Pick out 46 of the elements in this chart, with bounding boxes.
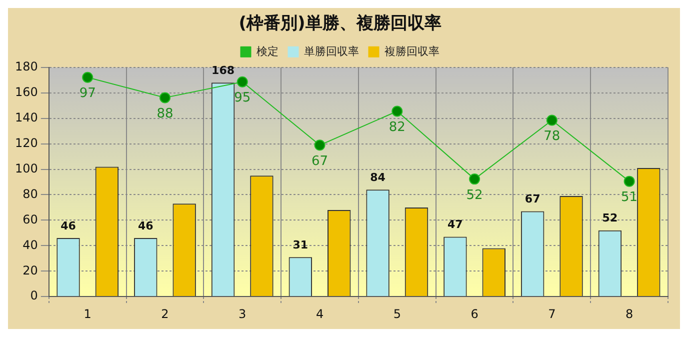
- data-label: 52: [466, 188, 483, 203]
- data-label: 31: [292, 238, 308, 252]
- y-tick-label: 20: [22, 263, 38, 278]
- x-tick-label: 8: [625, 306, 634, 321]
- y-tick-label: 180: [15, 60, 38, 74]
- y-tick-label: 100: [15, 161, 38, 176]
- y-tick-label: 60: [22, 212, 38, 226]
- point: [469, 174, 480, 185]
- x-tick-label: 6: [470, 306, 478, 321]
- legend-label: 複勝回収率: [384, 44, 440, 58]
- point: [546, 114, 558, 126]
- data-label: 47: [448, 218, 463, 232]
- data-label: 88: [156, 106, 174, 122]
- data-label: 46: [138, 219, 154, 232]
- data-label: 82: [388, 120, 406, 136]
- point: [159, 92, 170, 104]
- x-tick-label: 3: [238, 306, 246, 321]
- data-label: 46: [60, 219, 76, 232]
- y-tick-label: 160: [15, 84, 38, 99]
- x-tick-label: 2: [161, 306, 169, 321]
- data-label: 168: [212, 64, 235, 78]
- x-tick-label: 5: [393, 306, 401, 321]
- point: [82, 72, 94, 83]
- data-label: 67: [311, 154, 328, 170]
- data-label: 52: [602, 212, 618, 225]
- data-label: 78: [544, 129, 560, 144]
- y-tick-label: 40: [22, 238, 38, 252]
- x-tick-label: 7: [548, 306, 556, 321]
- point: [236, 76, 248, 88]
- data-label: 67: [524, 192, 540, 206]
- data-label: 97: [79, 86, 96, 102]
- data-label: 51: [621, 190, 638, 206]
- y-tick-label: 120: [15, 136, 38, 150]
- y-tick-label: 0: [30, 288, 38, 303]
- data-label: 84: [370, 171, 386, 184]
- legend-label: 単勝回収率: [304, 44, 359, 58]
- point: [314, 140, 326, 151]
- y-tick-label: 80: [22, 186, 38, 201]
- legend-label: 検定: [256, 44, 278, 58]
- chart-title: (枠番別)単勝、複勝回収率: [238, 14, 442, 34]
- point: [392, 106, 403, 117]
- y-tick-label: 140: [15, 110, 38, 124]
- point: [624, 176, 635, 187]
- x-tick-label: 4: [316, 306, 324, 321]
- x-tick-label: 1: [84, 306, 92, 321]
- data-label: 95: [234, 90, 251, 106]
